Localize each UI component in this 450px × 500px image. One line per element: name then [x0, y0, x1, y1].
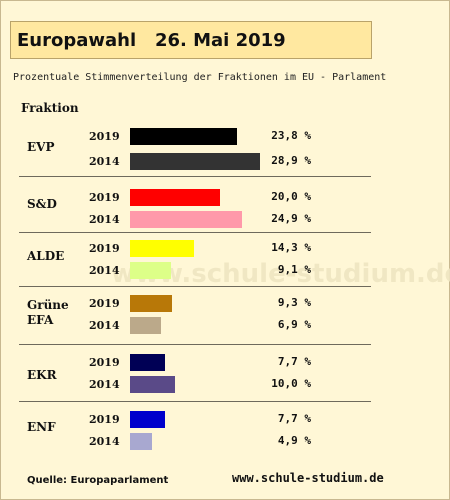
- year-label: 2014: [89, 378, 120, 391]
- group-divider: [19, 176, 371, 177]
- group-label: S&D: [27, 197, 57, 211]
- bar: [130, 376, 175, 393]
- bar: [130, 295, 172, 312]
- bar: [130, 354, 165, 371]
- value-label: 23,8 %: [271, 129, 311, 142]
- value-label: 7,7 %: [277, 355, 311, 368]
- chart-subtitle: Prozentuale Stimmenverteilung der Frakti…: [13, 72, 387, 83]
- value-label: 24,9 %: [271, 212, 311, 225]
- value-label: 20,0 %: [271, 190, 311, 203]
- group-divider: [19, 286, 371, 287]
- source-note: Quelle: Europaparlament: [27, 475, 169, 486]
- year-label: 2014: [89, 435, 120, 448]
- bar: [130, 411, 165, 428]
- column-header: Fraktion: [21, 101, 79, 115]
- year-label: 2019: [89, 242, 120, 255]
- value-label: 4,9 %: [277, 434, 311, 447]
- year-label: 2014: [89, 319, 120, 332]
- year-label: 2019: [89, 356, 120, 369]
- group-divider: [19, 401, 371, 402]
- group-divider: [19, 232, 371, 233]
- value-label: 28,9 %: [271, 154, 311, 167]
- year-label: 2014: [89, 264, 120, 277]
- group-label: EKR: [27, 368, 57, 382]
- year-label: 2019: [89, 130, 120, 143]
- bar: [130, 153, 260, 170]
- chart-title: Europawahl 26. Mai 2019: [10, 21, 372, 59]
- bar: [130, 211, 242, 228]
- year-label: 2019: [89, 413, 120, 426]
- group-label: EVP: [27, 140, 55, 154]
- group-divider: [19, 344, 371, 345]
- year-label: 2014: [89, 155, 120, 168]
- year-label: 2019: [89, 191, 120, 204]
- year-label: 2014: [89, 213, 120, 226]
- value-label: 7,7 %: [277, 412, 311, 425]
- group-label: ENF: [27, 420, 56, 434]
- bar: [130, 317, 161, 334]
- year-label: 2019: [89, 297, 120, 310]
- bar: [130, 128, 237, 145]
- bar: [130, 262, 171, 279]
- group-label: ALDE: [27, 249, 65, 263]
- website-label[interactable]: www.schule-studium.de: [232, 471, 384, 485]
- value-label: 6,9 %: [277, 318, 311, 331]
- group-label: Grüne EFA: [27, 298, 69, 327]
- value-label: 9,1 %: [277, 263, 311, 276]
- bar: [130, 189, 220, 206]
- bar: [130, 433, 152, 450]
- value-label: 9,3 %: [277, 296, 311, 309]
- value-label: 14,3 %: [271, 241, 311, 254]
- bar: [130, 240, 194, 257]
- value-label: 10,0 %: [271, 377, 311, 390]
